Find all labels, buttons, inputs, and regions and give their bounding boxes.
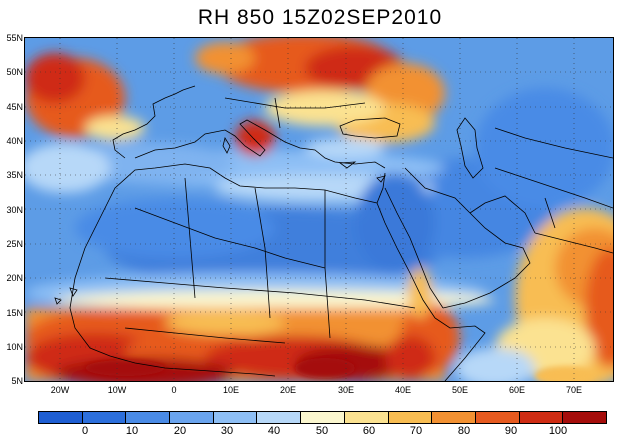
lon-label: 10E: [222, 385, 239, 395]
colorbar-swatch: [432, 412, 476, 423]
lon-label: 20W: [50, 385, 70, 395]
rh-humidity-field: [25, 38, 613, 381]
lat-label: 55N: [6, 33, 23, 43]
lon-label: 70E: [565, 385, 582, 395]
colorbar-label: 70: [409, 425, 423, 437]
colorbar-label: 0: [81, 425, 89, 437]
colorbar-swatch: [301, 412, 345, 423]
rh-field-svg: [25, 38, 613, 381]
lon-label: 60E: [508, 385, 525, 395]
colorbar-label: 20: [173, 425, 187, 437]
lon-label: 10W: [107, 385, 127, 395]
lat-label: 40N: [6, 136, 23, 146]
colorbar-label: 60: [362, 425, 376, 437]
colorbar-swatch: [213, 412, 258, 423]
colorbar-swatch: [475, 412, 520, 423]
colorbar-label: 100: [548, 425, 568, 437]
colorbar-swatch: [82, 412, 127, 423]
lon-label: 20E: [279, 385, 296, 395]
lat-label: 5N: [11, 376, 23, 386]
colorbar-swatch: [39, 412, 83, 423]
lat-label: 25N: [6, 239, 23, 249]
colorbar-swatch: [388, 412, 433, 423]
coastline-borders: [69, 85, 613, 381]
colorbar-swatch: [344, 412, 389, 423]
rh-accent-field: [85, 358, 595, 381]
colorbar-swatch: [563, 412, 606, 423]
colorbar-swatch: [257, 412, 302, 423]
lon-label: 0: [171, 385, 177, 395]
lon-label: 50E: [451, 385, 468, 395]
rh-map: [24, 37, 614, 382]
colorbar-label: 10: [125, 425, 139, 437]
colorbar: [38, 411, 607, 424]
lat-label: 45N: [6, 102, 23, 112]
colorbar-label: 30: [220, 425, 234, 437]
map-title: RH 850 15Z02SEP2010: [197, 6, 443, 29]
colorbar-label: 90: [504, 425, 518, 437]
colorbar-swatch: [126, 412, 171, 423]
colorbar-label: 80: [457, 425, 471, 437]
lat-label: 35N: [6, 170, 23, 180]
lat-label: 10N: [6, 342, 23, 352]
lat-label: 15N: [6, 308, 23, 318]
lat-label: 50N: [6, 67, 23, 77]
graticule: [25, 38, 613, 381]
lat-label: 30N: [6, 205, 23, 215]
colorbar-swatch: [170, 412, 214, 423]
lat-label: 20N: [6, 273, 23, 283]
islands: [54, 136, 386, 305]
lon-label: 40E: [394, 385, 411, 395]
lon-label: 30E: [337, 385, 354, 395]
colorbar-label: 40: [267, 425, 281, 437]
colorbar-label: 50: [315, 425, 329, 437]
colorbar-swatch: [519, 412, 564, 423]
